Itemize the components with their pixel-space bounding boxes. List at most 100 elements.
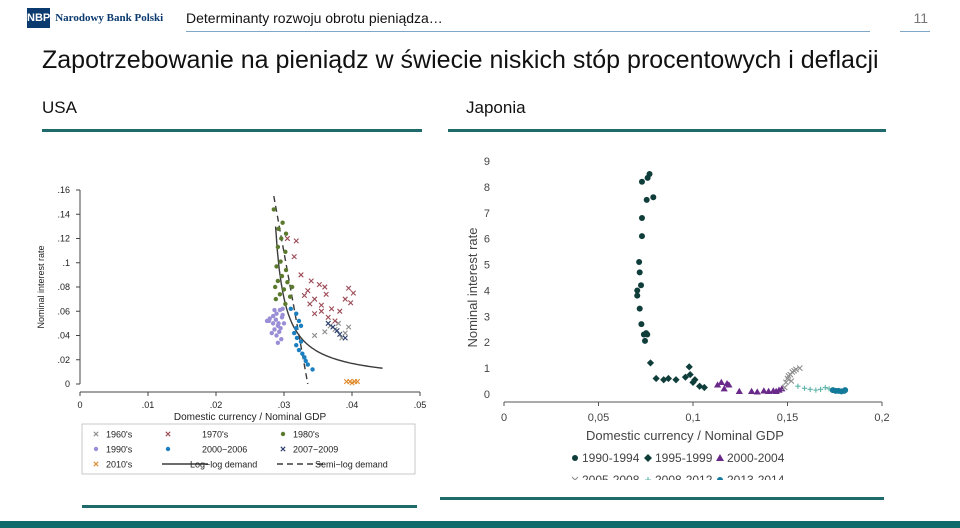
usa-point xyxy=(281,321,287,326)
japan-point xyxy=(817,386,824,392)
usa-point xyxy=(318,308,325,314)
legend-swatch xyxy=(645,477,651,480)
japan-point xyxy=(634,292,641,299)
japan-point xyxy=(638,178,645,185)
usa-point xyxy=(279,273,285,279)
y-tick-label: 0 xyxy=(484,389,490,401)
panel-label-usa: USA xyxy=(42,98,77,117)
japan-point xyxy=(638,214,645,221)
usa-point xyxy=(294,343,299,348)
presentation-title: Determinanty rozwoju obrotu pieniądza… xyxy=(186,10,443,26)
usa-point xyxy=(328,306,335,312)
usa-point xyxy=(354,378,361,385)
usa-point xyxy=(342,335,348,341)
usa-point xyxy=(294,335,300,341)
usa-point xyxy=(283,231,289,236)
usa-point xyxy=(280,220,285,225)
usa-point xyxy=(305,287,311,294)
legend-swatch xyxy=(165,431,171,437)
legend-swatch xyxy=(571,476,579,480)
usa-point xyxy=(350,290,357,296)
y-tick-label: .04 xyxy=(57,331,70,341)
usa-point xyxy=(347,300,354,306)
usa-point xyxy=(275,340,281,345)
usa-point xyxy=(337,308,343,314)
japan-point xyxy=(636,305,643,312)
japan-point xyxy=(638,321,645,328)
japan-point xyxy=(795,383,801,389)
usa-point xyxy=(284,235,291,242)
usa-scatter-chart: 0 .02 .04 .06 .08 .1 .12 .14 .16 0 .01 .02 .03 .04 .05… xyxy=(36,185,427,475)
y-tick-label: 8 xyxy=(484,182,490,194)
usa-point xyxy=(318,302,325,308)
usa-point xyxy=(300,351,305,356)
japan-point xyxy=(807,386,813,392)
legend-label: 2013-2014 xyxy=(727,473,785,480)
japan-point xyxy=(652,374,660,383)
usa-point xyxy=(293,238,299,244)
y-tick-label: 2 xyxy=(484,337,490,349)
y-tick-label: 6 xyxy=(484,234,490,246)
japan-point xyxy=(717,378,725,385)
legend-swatch xyxy=(644,454,652,462)
usa-point xyxy=(280,312,285,318)
usa-point xyxy=(271,207,276,212)
usa-point xyxy=(279,236,284,241)
usa-point xyxy=(291,253,297,260)
legend-label: 2010's xyxy=(106,460,133,470)
usa-point xyxy=(287,294,293,299)
page-number-divider xyxy=(900,31,930,32)
page-number: 11 xyxy=(913,10,928,26)
x-tick-label: .03 xyxy=(278,400,291,410)
x-tick-label: .01 xyxy=(142,400,155,410)
legend-label: 2000−2006 xyxy=(202,445,247,455)
y-tick-label: 3 xyxy=(484,311,490,323)
y-tick-label: 7 xyxy=(484,208,490,220)
usa-point xyxy=(305,362,310,367)
legend-swatch xyxy=(93,446,99,452)
x-axis-title: Domestic currency / Nominal GDP xyxy=(586,428,784,443)
nbp-logo: NBP Narodowy Bank Polski xyxy=(27,6,163,30)
usa-point xyxy=(325,314,331,321)
y-tick-label: .06 xyxy=(57,306,70,316)
legend-label: Semi−log demand xyxy=(315,460,388,470)
x-tick-label: 0,15 xyxy=(777,412,798,424)
japan-point xyxy=(760,387,768,394)
japan-point xyxy=(782,379,789,386)
usa-point xyxy=(274,264,279,269)
japan-point xyxy=(713,381,722,388)
usa-point xyxy=(311,310,318,317)
log-log-demand-line xyxy=(274,226,383,369)
japan-point xyxy=(664,374,673,383)
y-tick-label: .12 xyxy=(57,234,70,244)
x-tick-label: 0 xyxy=(501,412,507,424)
usa-point xyxy=(276,226,281,231)
panel-rule-japan-bottom xyxy=(440,497,884,500)
japan-point xyxy=(796,365,803,372)
usa-point xyxy=(272,307,277,313)
japan-point xyxy=(636,258,643,265)
japan-point xyxy=(822,384,828,391)
usa-point xyxy=(264,318,270,324)
legend-label: 1960's xyxy=(106,430,133,440)
logo-mark: NBP xyxy=(27,8,51,28)
usa-point xyxy=(275,244,281,250)
usa-point xyxy=(345,324,352,330)
legend-label: 1990's xyxy=(106,445,133,455)
y-tick-label: .14 xyxy=(57,209,70,219)
japan-point xyxy=(638,233,645,240)
usa-point xyxy=(280,306,285,312)
japan-point xyxy=(735,387,743,395)
x-tick-label: 0,2 xyxy=(874,412,889,424)
japan-point xyxy=(788,378,795,385)
japan-point xyxy=(793,366,799,373)
x-tick-label: .05 xyxy=(414,400,427,410)
legend-swatch xyxy=(93,431,99,437)
usa-point xyxy=(283,249,288,255)
usa-point xyxy=(345,285,352,291)
usa-point xyxy=(272,284,278,290)
japan-point xyxy=(747,387,756,395)
y-axis-title: Nominal interest rate xyxy=(36,245,46,328)
usa-legend-box xyxy=(81,423,416,475)
legend-label: 2008-2012 xyxy=(655,473,713,480)
